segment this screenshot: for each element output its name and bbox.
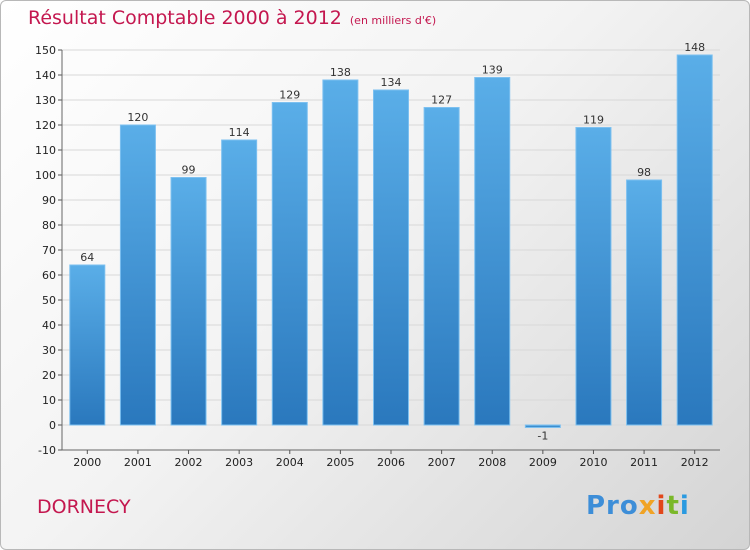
proxiti-logo: Proxiti <box>586 491 690 521</box>
x-tick-label-2005: 2005 <box>326 456 354 469</box>
logo-part: Pro <box>586 491 639 521</box>
logo-part: x <box>638 491 657 521</box>
chart-unit-label: (en milliers d'€) <box>349 14 437 27</box>
x-tick-label-2010: 2010 <box>579 456 607 469</box>
x-tick-label-2001: 2001 <box>124 456 152 469</box>
y-tick-label: 70 <box>42 244 56 257</box>
bar-2008 <box>474 77 511 426</box>
x-tick-label-2012: 2012 <box>681 456 709 469</box>
data-label-2006: 134 <box>381 76 402 89</box>
bar-2011 <box>626 179 663 426</box>
y-tick-label: -10 <box>38 444 56 457</box>
bar-2010 <box>575 127 612 426</box>
y-tick-label: 60 <box>42 269 56 282</box>
y-tick-label: 20 <box>42 369 56 382</box>
data-label-2004: 129 <box>279 89 300 102</box>
x-tick-label-2006: 2006 <box>377 456 405 469</box>
bar-2012 <box>676 54 713 426</box>
y-tick-label: 120 <box>35 119 56 132</box>
logo-part: i <box>656 491 667 521</box>
y-tick-label: 0 <box>49 419 56 432</box>
y-tick-label: 30 <box>42 344 56 357</box>
x-tick-label-2000: 2000 <box>73 456 101 469</box>
y-tick-label: 50 <box>42 294 56 307</box>
y-tick-label: 150 <box>35 44 56 57</box>
y-tick-label: 80 <box>42 219 56 232</box>
bar-2003 <box>221 139 258 426</box>
data-label-2010: 119 <box>583 114 604 127</box>
y-tick-label: 140 <box>35 69 56 82</box>
bar-2006 <box>373 89 409 426</box>
label-layer: 64 120 99 114 129 138 134 127 139 -1 119 98 148 <box>80 41 705 443</box>
x-tick-label-2011: 2011 <box>630 456 658 469</box>
axis-layer: -10 0 10 20 30 40 50 60 70 80 90 100 110 120 130 140 150… <box>35 44 720 469</box>
bar-layer <box>69 54 713 428</box>
y-tick-label: 100 <box>35 169 56 182</box>
bar-2002 <box>170 177 207 426</box>
bar-2009 <box>524 424 561 428</box>
data-label-2011: 98 <box>637 166 651 179</box>
x-tick-label-2003: 2003 <box>225 456 253 469</box>
x-tick-label-2002: 2002 <box>175 456 203 469</box>
bar-2004 <box>271 102 308 426</box>
bar-2005 <box>322 79 359 426</box>
chart-title: Résultat Comptable 2000 à 2012 <box>28 7 342 29</box>
logo-part: i <box>679 491 690 521</box>
y-tick-label: 130 <box>35 94 56 107</box>
y-tick-label: 10 <box>42 394 56 407</box>
bar-2007 <box>423 107 460 426</box>
data-label-2003: 114 <box>229 126 250 139</box>
data-label-2001: 120 <box>127 111 148 124</box>
commune-name: DORNECY <box>37 496 131 518</box>
data-label-2002: 99 <box>182 164 196 177</box>
x-tick-label-2007: 2007 <box>428 456 456 469</box>
x-tick-label-2009: 2009 <box>529 456 557 469</box>
bar-2001 <box>119 124 156 426</box>
data-label-2012: 148 <box>684 41 705 54</box>
y-tick-label: 40 <box>42 319 56 332</box>
data-label-2007: 127 <box>431 94 452 107</box>
data-label-2008: 139 <box>482 64 503 77</box>
y-tick-label: 110 <box>35 144 56 157</box>
data-label-2009: -1 <box>537 430 548 443</box>
chart-title-block: Résultat Comptable 2000 à 2012 (en millie… <box>28 7 436 29</box>
x-tick-label-2004: 2004 <box>276 456 304 469</box>
x-tick-label-2008: 2008 <box>478 456 506 469</box>
logo-part: t <box>666 491 680 521</box>
data-label-2000: 64 <box>80 251 94 264</box>
bar-2000 <box>69 264 106 426</box>
data-label-2005: 138 <box>330 66 351 79</box>
y-tick-label: 90 <box>42 194 56 207</box>
